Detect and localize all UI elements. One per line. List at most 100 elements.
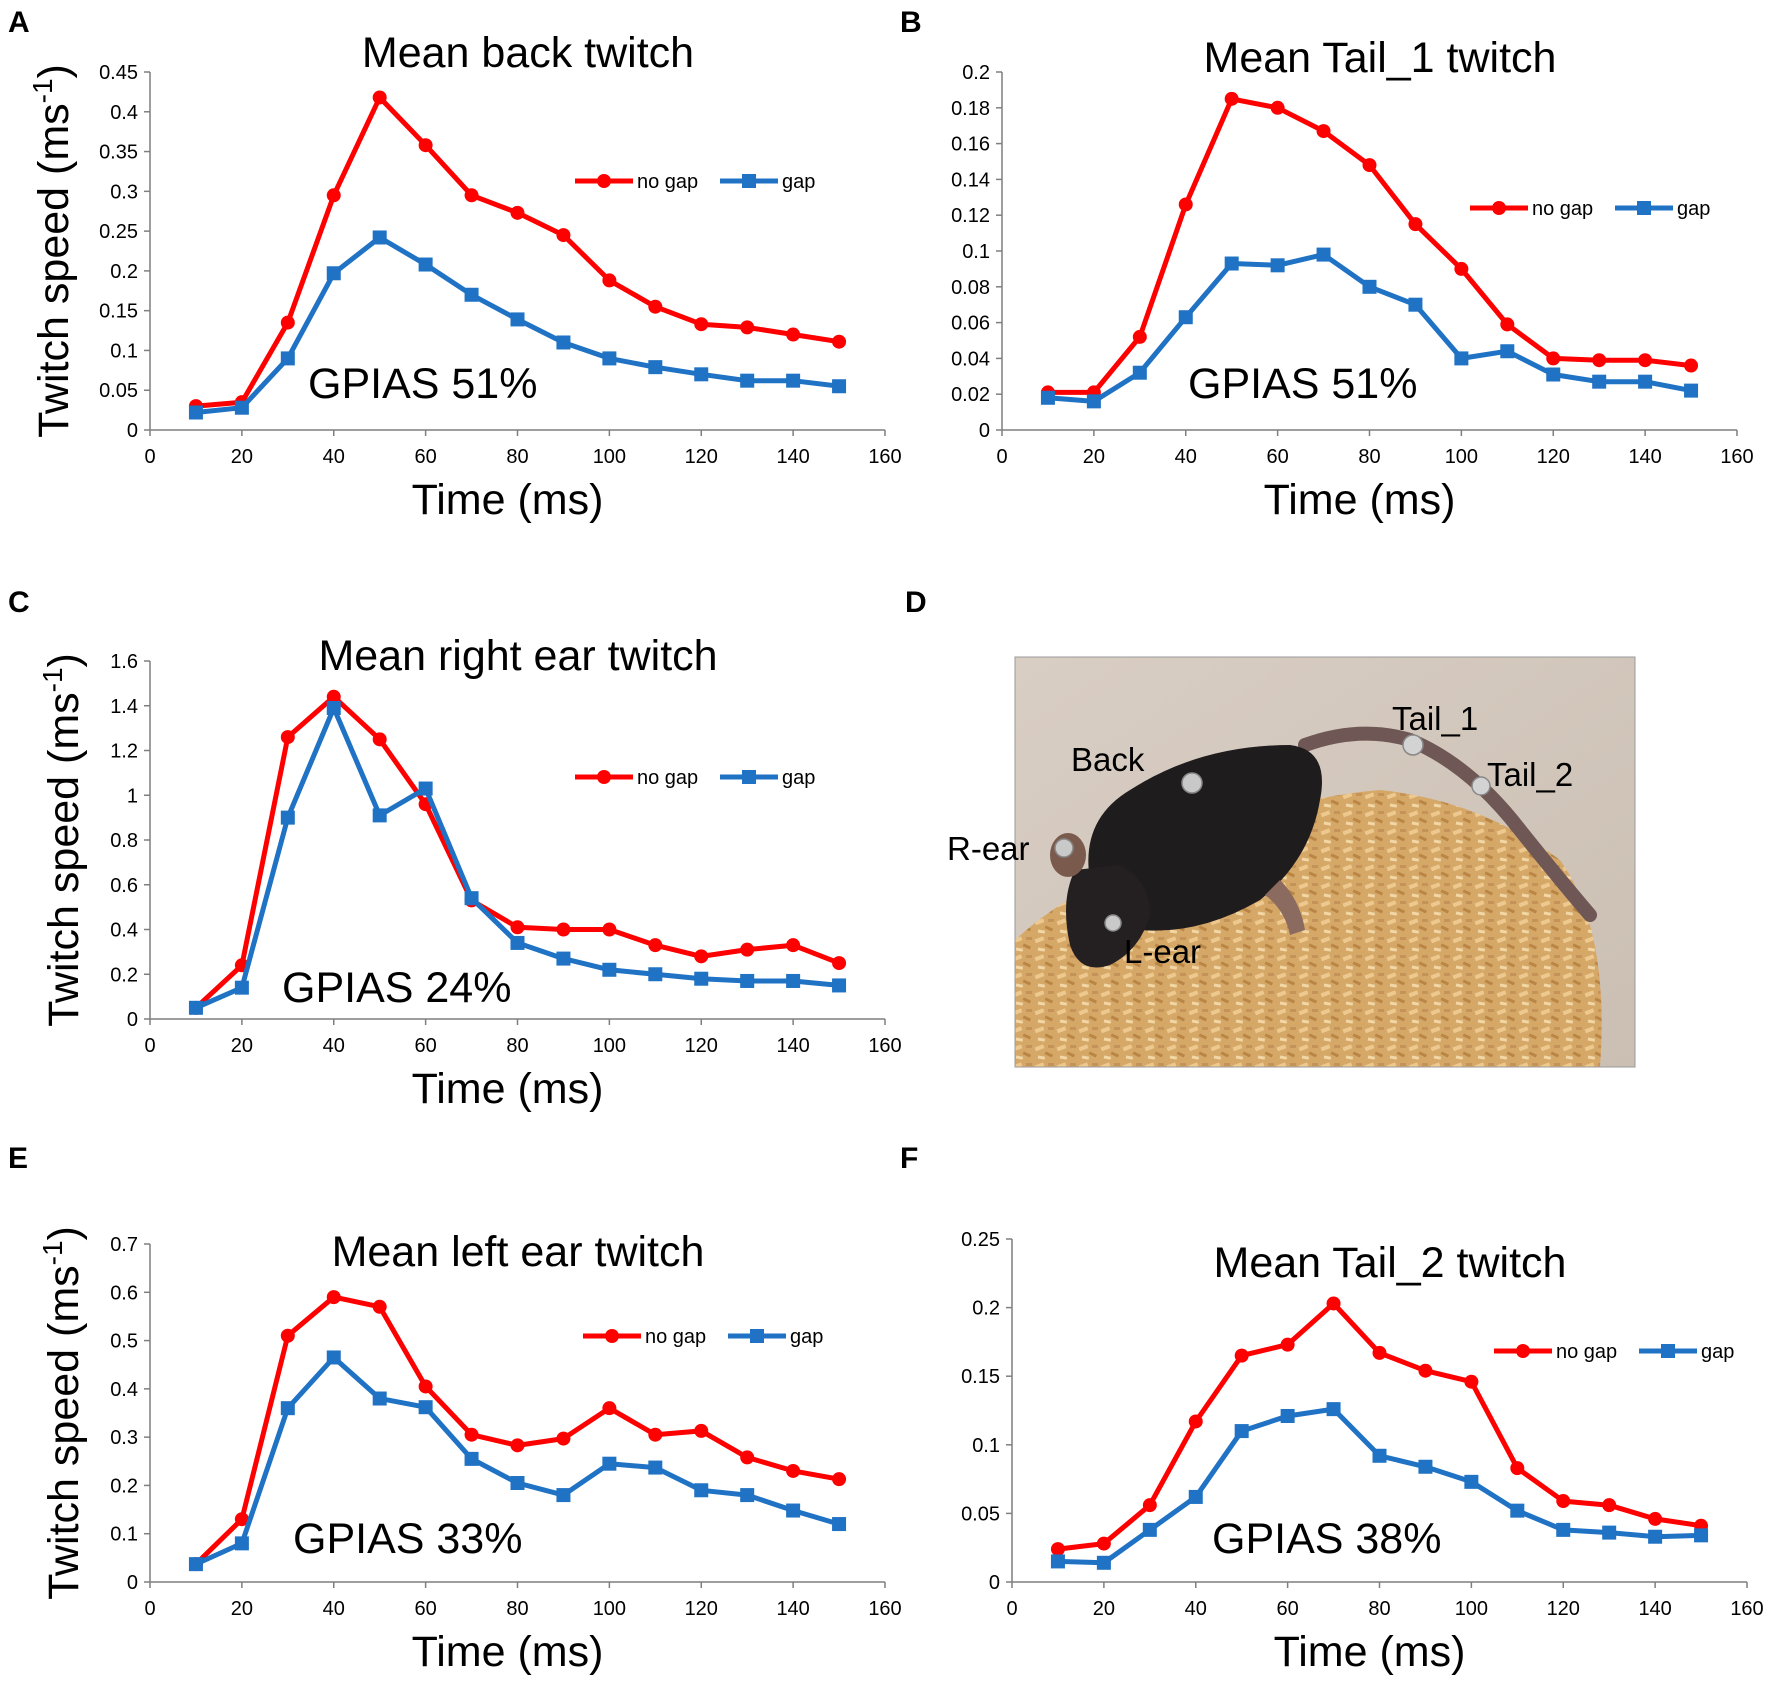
data-point-no-gap [1638, 353, 1653, 368]
data-point-gap [1684, 383, 1699, 398]
data-point-gap [1188, 1489, 1203, 1504]
data-point-gap [234, 1536, 249, 1551]
y-axis-title: Twitch speed (ms-1) [37, 653, 88, 1027]
data-point-no-gap [1408, 217, 1423, 232]
x-tick-label: 60 [415, 1035, 437, 1057]
y-tick-label: 0.2 [962, 62, 990, 84]
data-point-gap [188, 405, 203, 420]
legend-label-gap: gap [790, 1326, 823, 1348]
panel-letter: A [8, 6, 30, 39]
panel-letter: B [900, 6, 922, 39]
data-point-gap [602, 351, 617, 366]
x-tick-label: 40 [323, 1035, 345, 1057]
legend-marker-no-gap [605, 1329, 619, 1343]
gpias-annotation: GPIAS 24% [282, 964, 511, 1012]
data-point-gap [832, 1517, 847, 1532]
chart-title: Mean left ear twitch [332, 1228, 705, 1276]
x-axis-title: Time (ms) [1264, 476, 1456, 524]
data-point-gap [694, 367, 709, 382]
x-tick-label: 60 [415, 446, 437, 468]
data-point-no-gap [832, 334, 847, 349]
x-tick-label: 0 [144, 1035, 155, 1057]
y-axis-title-superscript: -1 [37, 667, 68, 692]
x-tick-label: 120 [685, 446, 718, 468]
data-point-gap [1280, 1408, 1295, 1423]
mouse-leg [1265, 880, 1305, 935]
data-point-gap [1500, 344, 1515, 359]
data-point-gap [1142, 1522, 1157, 1537]
x-tick-label: 120 [685, 1598, 718, 1620]
label-tail2: Tail_2 [1487, 756, 1573, 793]
marker-back [1181, 772, 1203, 794]
legend-label-gap: gap [782, 767, 815, 789]
data-point-no-gap [648, 938, 663, 953]
data-point-gap [602, 962, 617, 977]
y-tick-label: 0.5 [110, 1331, 138, 1353]
data-point-no-gap [280, 730, 295, 745]
x-tick-label: 40 [323, 446, 345, 468]
y-tick-label: 0.1 [962, 241, 990, 263]
data-point-gap [740, 373, 755, 388]
data-point-gap [740, 973, 755, 988]
data-point-no-gap [1142, 1498, 1157, 1513]
data-point-no-gap [1546, 351, 1561, 366]
y-tick-label: 0.1 [972, 1435, 1000, 1457]
marker-r-ear [1054, 838, 1074, 858]
data-point-no-gap [1464, 1374, 1479, 1389]
x-tick-label: 160 [1720, 446, 1753, 468]
x-tick-label: 120 [685, 1035, 718, 1057]
y-tick-label: 0.3 [110, 1427, 138, 1449]
data-point-no-gap [280, 315, 295, 330]
x-tick-label: 100 [593, 446, 626, 468]
data-point-no-gap [740, 942, 755, 957]
marker-l-ear [1104, 914, 1122, 932]
data-point-no-gap [1280, 1337, 1295, 1352]
data-point-no-gap [1132, 329, 1147, 344]
y-tick-label: 0.08 [951, 277, 990, 299]
series-line-gap [194, 705, 840, 1011]
legend-marker-gap [1661, 1344, 1675, 1358]
data-point-gap [418, 781, 433, 796]
data-point-gap [280, 351, 295, 366]
x-tick-label: 100 [593, 1598, 626, 1620]
data-point-gap [786, 1503, 801, 1518]
y-axis-title-close: ) [30, 64, 78, 78]
y-tick-label: 0 [979, 420, 990, 442]
legend-marker-no-gap [597, 174, 611, 188]
data-point-gap [234, 980, 249, 995]
data-point-gap [694, 1483, 709, 1498]
legend-label-gap: gap [782, 171, 815, 193]
data-point-no-gap [1372, 1345, 1387, 1360]
data-point-no-gap [1602, 1498, 1617, 1513]
x-tick-label: 120 [1547, 1598, 1580, 1620]
data-point-gap [372, 1391, 387, 1406]
y-tick-label: 0.04 [951, 348, 990, 370]
data-point-no-gap [694, 949, 709, 964]
x-tick-label: 100 [1445, 446, 1478, 468]
x-tick-label: 160 [868, 1598, 901, 1620]
data-point-no-gap [280, 1328, 295, 1343]
legend-label-no-gap: no gap [645, 1326, 706, 1348]
label-tail1: Tail_1 [1392, 700, 1478, 737]
data-point-gap [1546, 367, 1561, 382]
data-point-gap [1362, 279, 1377, 294]
y-tick-label: 0.2 [110, 1475, 138, 1497]
y-tick-label: 0.1 [110, 1524, 138, 1546]
legend-label-no-gap: no gap [1532, 198, 1593, 220]
data-point-gap [786, 973, 801, 988]
data-point-no-gap [1050, 1542, 1065, 1557]
y-axis-title-close: ) [40, 653, 88, 667]
data-point-gap [1234, 1424, 1249, 1439]
label-l-ear: L-ear [1124, 933, 1201, 970]
data-point-no-gap [648, 299, 663, 314]
y-tick-label: 0.2 [110, 261, 138, 283]
y-axis-title-superscript: -1 [37, 1240, 68, 1265]
data-point-no-gap [786, 327, 801, 342]
y-tick-label: 0.4 [110, 1379, 138, 1401]
y-tick-label: 1.6 [110, 651, 138, 673]
x-tick-label: 140 [1628, 446, 1661, 468]
data-point-no-gap [1096, 1536, 1111, 1551]
data-point-no-gap [464, 1427, 479, 1442]
y-axis-title-superscript: -1 [27, 78, 58, 103]
y-axis-title-main: Twitch speed (ms [40, 1265, 88, 1600]
